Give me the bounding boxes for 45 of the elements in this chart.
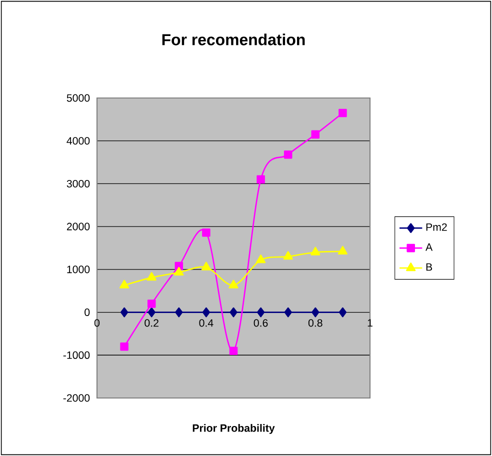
x-tick-label: 0.2 (144, 319, 158, 327)
point (146, 272, 156, 281)
point (147, 300, 156, 308)
legend-label: A (426, 243, 433, 251)
point (283, 251, 293, 260)
point (228, 280, 238, 288)
y-tick-label: -1000 (63, 351, 90, 359)
x-tick-label: 0.4 (199, 319, 214, 327)
point (202, 228, 210, 237)
x-tick-label: 1 (368, 319, 372, 327)
point (256, 254, 266, 264)
point (148, 307, 156, 318)
y-tick-label: 0 (84, 308, 90, 316)
point (174, 266, 184, 276)
point (119, 280, 130, 288)
point (201, 262, 212, 270)
point (120, 342, 128, 351)
legend-label: B (426, 263, 432, 271)
point (338, 246, 348, 254)
x-tick-label: 0 (94, 319, 100, 327)
point (175, 307, 183, 318)
point (256, 307, 265, 318)
point (256, 175, 265, 184)
y-tick-label: -2000 (63, 394, 90, 402)
point (312, 307, 320, 318)
y-tick-label: 5000 (66, 94, 90, 102)
point (120, 307, 128, 318)
y-tick-label: 1000 (67, 266, 90, 274)
x-tick-label: 0.6 (254, 319, 268, 327)
x-tick-label: 0.8 (308, 319, 322, 327)
y-tick-label: 3000 (66, 180, 90, 188)
point (229, 346, 238, 355)
point (338, 108, 347, 118)
point (230, 307, 238, 318)
point (284, 150, 292, 159)
y-tick-label: 4000 (66, 137, 90, 145)
chart-title: For recomendation (162, 34, 305, 46)
point (338, 307, 347, 318)
point (202, 307, 210, 318)
legend-label: Pm2 (426, 223, 447, 231)
y-tick-label: 2000 (66, 222, 90, 230)
x-axis-title: Prior Probability (192, 424, 275, 434)
point (311, 130, 320, 139)
point (310, 246, 320, 256)
point (284, 307, 292, 318)
